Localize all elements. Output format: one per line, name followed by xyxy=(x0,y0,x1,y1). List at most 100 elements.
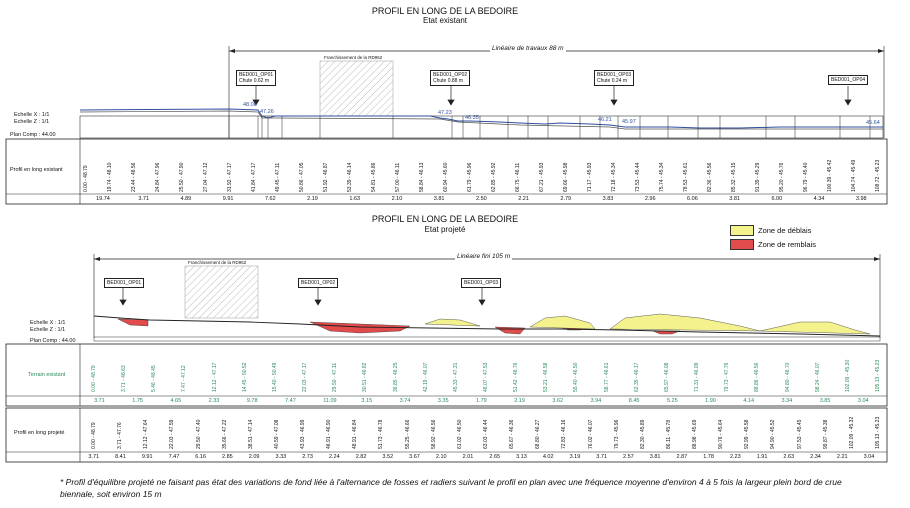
station-label: 97.53 - 45.45 xyxy=(796,419,803,449)
distance-label: 1.91 xyxy=(756,454,768,460)
distance-label: 3.81 xyxy=(729,196,740,202)
distance-label: 2.96 xyxy=(644,196,656,202)
top-op01-box: BED001_OP01 Chute 0.62 m xyxy=(236,70,277,86)
station-label: 98.24 - 46.07 xyxy=(814,362,821,392)
station-label: 48.91 - 46.84 xyxy=(352,419,359,449)
bottom-subtitle: Etat projeté xyxy=(424,225,466,234)
level-mark: 47.26 xyxy=(260,109,274,115)
station-label: 79.73 - 45.96 xyxy=(613,419,620,449)
bottom-op01-box: BED001_OP01 xyxy=(104,278,145,288)
station-label: 90.76 - 45.64 xyxy=(718,419,725,449)
distance-label: 6.00 xyxy=(771,196,783,202)
station-label: 51.92 - 46.87 xyxy=(323,162,329,192)
top-subtitle: Etat existant xyxy=(422,16,468,25)
station-label: 108.72 - 45.23 xyxy=(875,159,881,192)
station-label: 71.17 - 45.93 xyxy=(587,162,593,192)
distance-label: 6.16 xyxy=(195,454,207,460)
station-label: 41.84 - 47.17 xyxy=(251,162,257,192)
station-label: 60.94 - 45.60 xyxy=(443,162,449,192)
terrain-table xyxy=(5,343,888,407)
bottom-profile-drawing xyxy=(5,254,888,463)
station-label: 15.40 - 50.49 xyxy=(271,362,278,392)
bottom-scale-x: Echelle X : 1/1 xyxy=(30,320,66,326)
station-label: 51.73 - 46.78 xyxy=(378,419,385,449)
distance-label: 3.04 xyxy=(863,454,875,460)
distance-label: 3.13 xyxy=(516,454,527,460)
station-label: 36.85 - 46.25 xyxy=(392,362,399,392)
distance-label: 2.79 xyxy=(560,196,572,202)
station-label: 58.77 - 46.61 xyxy=(603,362,610,392)
station-label: 12.12 - 47.17 xyxy=(211,362,218,392)
station-label: 23.44 - 48.56 xyxy=(131,162,137,192)
station-label: 58.92 - 46.56 xyxy=(430,419,437,449)
legend-deblais-label: Zone de déblais xyxy=(758,226,812,235)
station-label: 85.32 - 45.15 xyxy=(731,162,737,192)
projected-line xyxy=(93,315,881,337)
station-label: 96.79 - 45.40 xyxy=(803,162,809,192)
distance-label: 2.19 xyxy=(514,398,525,404)
footnote: * Profil d'équilibre projeté ne faisant … xyxy=(60,477,842,499)
station-label: 3.71 - 47.76 xyxy=(117,422,124,449)
distance-label: 4.14 xyxy=(743,398,755,404)
station-label: 102.09 - 45.32 xyxy=(848,416,855,449)
station-label: 22.03 - 47.17 xyxy=(302,362,309,392)
station-label: 31.92 - 47.17 xyxy=(227,162,233,192)
distance-label: 3.33 xyxy=(275,454,287,460)
station-label: 92.99 - 45.58 xyxy=(744,419,751,449)
franchissement-hatch xyxy=(319,60,394,117)
distance-label: 7.47 xyxy=(168,454,180,460)
distance-label: 3.74 xyxy=(399,398,411,404)
distance-label: 3.04 xyxy=(857,398,869,404)
distance-label: 7.47 xyxy=(285,398,296,404)
station-label: 63.03 - 46.44 xyxy=(483,419,489,449)
distance-label: 3.67 xyxy=(409,454,420,460)
station-label: 55.25 - 46.66 xyxy=(404,419,411,449)
station-label: 65.67 - 46.36 xyxy=(509,419,516,449)
distance-label: 3.81 xyxy=(433,196,445,202)
station-label: 40.59 - 47.08 xyxy=(273,419,280,449)
station-label: 62.85 - 45.92 xyxy=(491,162,497,192)
distance-label: 2.01 xyxy=(462,454,474,460)
top-data-table xyxy=(5,138,888,205)
station-label: 54.81 - 45.86 xyxy=(371,162,377,192)
bottom-op03-box: BED001_OP03 xyxy=(461,278,502,288)
distance-label: 2.82 xyxy=(355,454,367,460)
station-label: 35.66 - 47.22 xyxy=(221,419,228,449)
distance-label: 3.81 xyxy=(649,454,661,460)
station-label: 0.00 - 48.79 xyxy=(91,365,97,392)
distance-label: 2.23 xyxy=(729,454,741,460)
top-scale-x: Echelle X : 1/1 xyxy=(14,112,50,118)
distance-label: 3.98 xyxy=(855,196,867,202)
distance-label: 8.45 xyxy=(628,398,640,404)
station-label: 14.45 - 50.52 xyxy=(241,362,248,392)
station-label: 50.86 - 47.05 xyxy=(299,162,305,192)
distance-label: 4.89 xyxy=(180,196,192,202)
station-label: 61.79 - 45.96 xyxy=(467,162,473,192)
station-label: 67.21 - 45.93 xyxy=(539,162,545,192)
distance-label: 3.52 xyxy=(382,454,394,460)
station-label: 94.80 - 46.70 xyxy=(784,362,791,392)
station-label: 46.91 - 46.90 xyxy=(326,419,333,449)
station-label: 100.39 - 45.42 xyxy=(827,159,833,192)
station-label: 91.39 - 45.29 xyxy=(755,162,761,192)
top-profile-drawing xyxy=(5,46,888,205)
top-plan-comp: Plan Comp : 44.00 xyxy=(10,132,56,138)
distance-label: 19.74 xyxy=(96,196,110,202)
station-label: 78.53 - 45.61 xyxy=(683,162,689,192)
distance-label: 2.65 xyxy=(489,454,501,460)
distance-label: 2.34 xyxy=(810,454,821,460)
station-label: 22.03 - 47.59 xyxy=(169,419,176,449)
station-label: 29.50 - 47.11 xyxy=(332,362,339,392)
distance-label: 2.73 xyxy=(302,454,313,460)
station-label: 53.21 - 46.58 xyxy=(543,362,550,392)
distance-label: 3.71 xyxy=(596,454,608,460)
station-label: 88.86 - 46.56 xyxy=(754,362,761,392)
station-label: 69.66 - 45.98 xyxy=(563,162,569,192)
distance-label: 9.78 xyxy=(246,398,258,404)
station-label: 57.00 - 46.11 xyxy=(395,162,401,192)
distance-label: 9.91 xyxy=(141,454,153,460)
station-label: 72.83 - 46.16 xyxy=(561,419,568,449)
station-label: 82.36 - 45.56 xyxy=(707,162,713,192)
legend-deblais-swatch xyxy=(730,225,754,236)
station-label: 49.45 - 47.11 xyxy=(275,162,281,192)
